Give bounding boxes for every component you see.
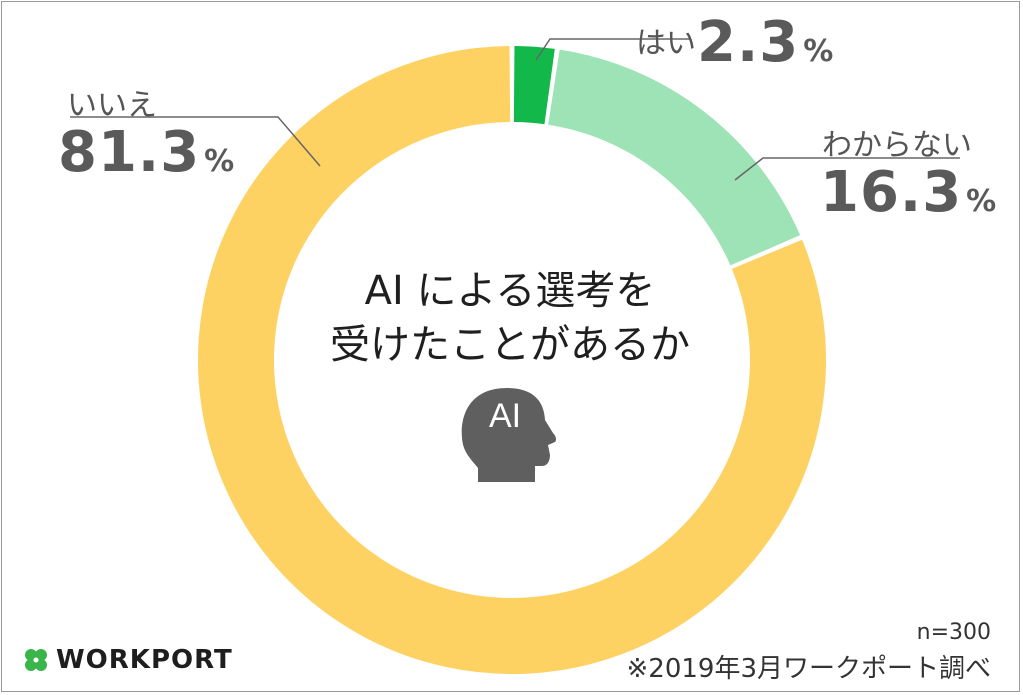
slice-value-wakaranai-unit: %: [966, 184, 998, 219]
slice-value-iie-unit: %: [204, 144, 236, 179]
clover-icon: [25, 649, 47, 671]
chart-title-line-2: 受けたことがあるか: [330, 322, 690, 368]
slice-label-hai: はい: [636, 26, 696, 61]
slice-value-hai: 2.3%: [697, 10, 834, 75]
sample-size: n=300: [916, 620, 991, 645]
slice-value-hai-number: 2.3: [697, 10, 800, 75]
slice-value-iie: 81.3%: [58, 120, 235, 185]
leader-line-hai: [535, 38, 690, 61]
leader-line-iie: [70, 116, 321, 167]
slice-value-iie-number: 81.3: [58, 120, 201, 185]
ai-head-label: AI: [489, 397, 521, 435]
slice-1: [548, 49, 801, 266]
slice-value-wakaranai: 16.3%: [820, 160, 997, 225]
slice-0: [513, 46, 555, 125]
leader-line-wakaranai: [734, 157, 960, 181]
source-note: ※2019年3月ワークポート調べ: [626, 654, 992, 684]
ai-head-icon: AI: [461, 388, 557, 482]
slice-value-wakaranai-number: 16.3: [820, 160, 963, 225]
workport-logo: WORKPORT: [22, 645, 233, 675]
chart-title-line-1: AI による選考を: [364, 268, 656, 314]
logo-wordmark: WORKPORT: [56, 645, 233, 675]
slice-value-hai-unit: %: [803, 34, 835, 69]
slice-label-iie: いいえ: [67, 88, 157, 123]
slice-label-wakaranai: わからない: [822, 128, 972, 163]
